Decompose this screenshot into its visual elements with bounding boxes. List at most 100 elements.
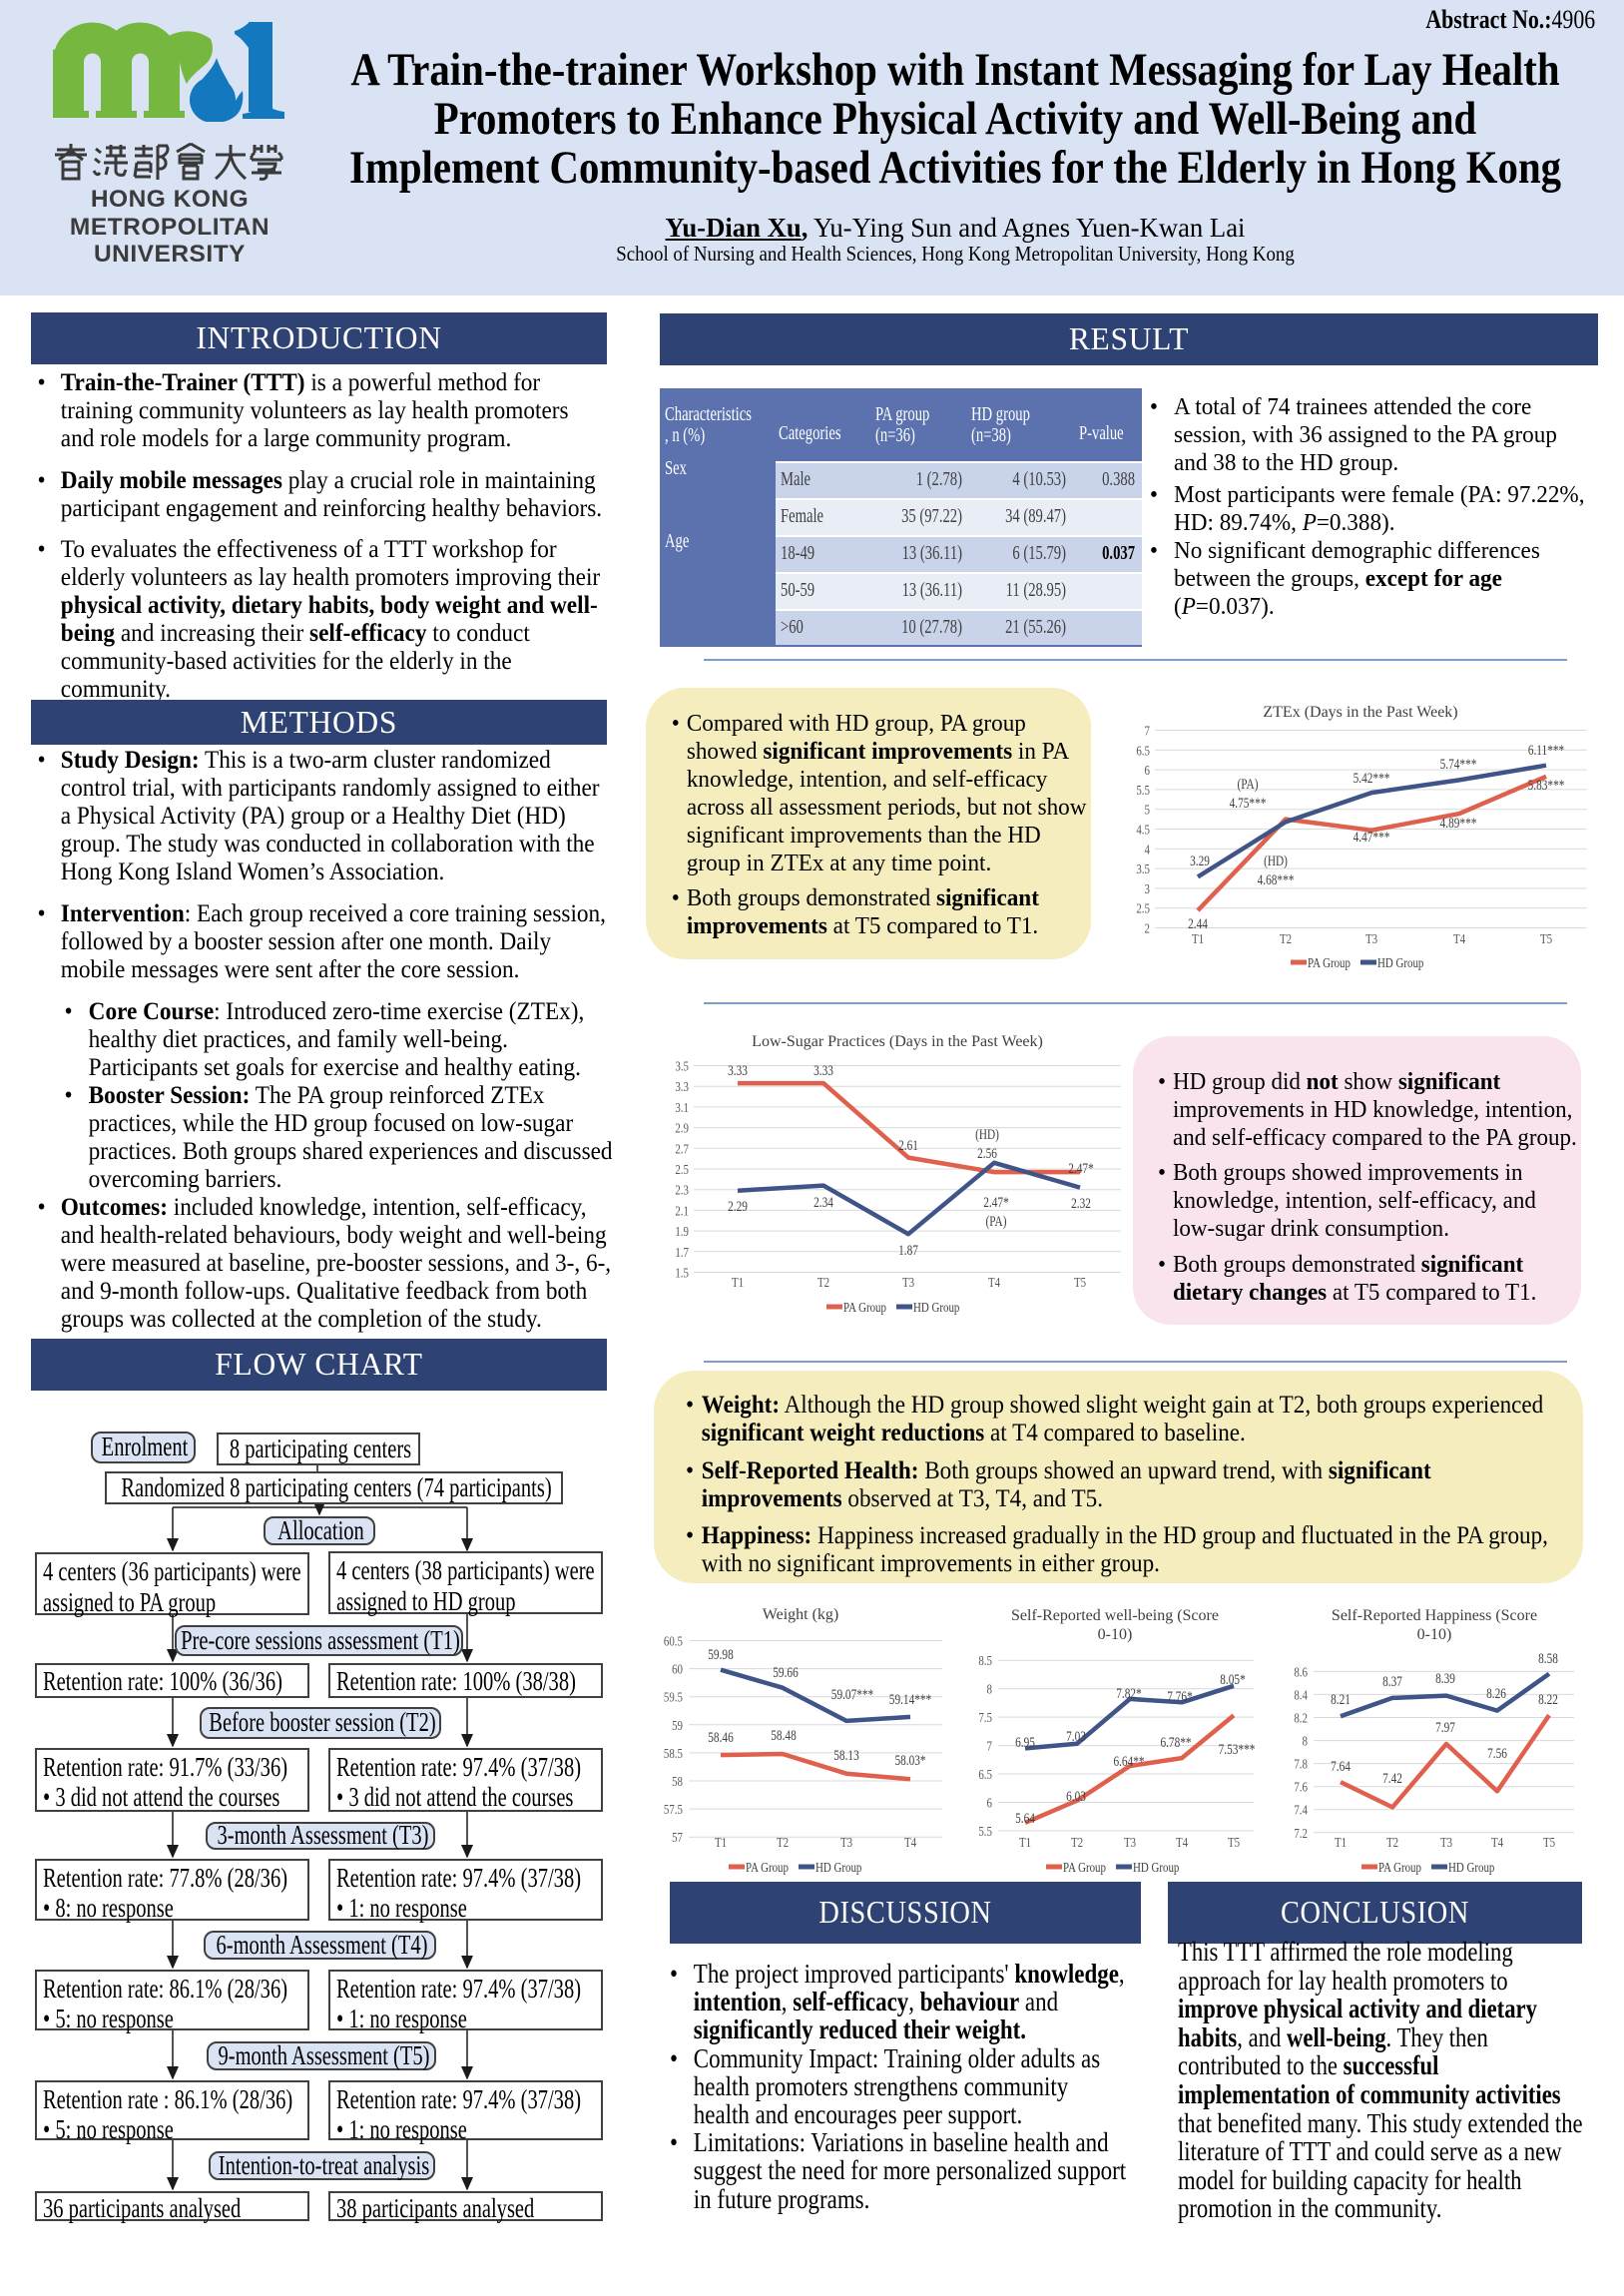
svg-text:PA Group: PA Group	[1308, 955, 1351, 971]
svg-text:PA Group: PA Group	[1378, 1860, 1421, 1876]
svg-text:T1: T1	[732, 1275, 744, 1291]
svg-text:T4: T4	[1176, 1835, 1189, 1851]
svg-text:2.29: 2.29	[728, 1198, 748, 1215]
svg-text:59: 59	[672, 1718, 683, 1734]
svg-text:7.6: 7.6	[1294, 1779, 1308, 1795]
svg-text:T2: T2	[817, 1275, 829, 1291]
svg-text:1.7: 1.7	[675, 1245, 689, 1261]
svg-text:58: 58	[672, 1774, 683, 1790]
svg-text:PA Group: PA Group	[1063, 1860, 1106, 1876]
svg-text:1.9: 1.9	[675, 1224, 689, 1240]
svg-text:2.61: 2.61	[898, 1137, 918, 1154]
svg-text:T2: T2	[1280, 931, 1292, 947]
svg-text:8.4: 8.4	[1294, 1687, 1308, 1703]
svg-text:0-10): 0-10)	[1417, 1626, 1452, 1643]
svg-text:60.5: 60.5	[664, 1633, 683, 1649]
svg-text:8.22: 8.22	[1538, 1691, 1558, 1708]
svg-text:7.8: 7.8	[1294, 1756, 1308, 1772]
svg-text:58.48: 58.48	[771, 1727, 796, 1744]
svg-text:6.78**: 6.78**	[1160, 1734, 1191, 1751]
svg-text:T4: T4	[1453, 931, 1466, 947]
svg-text:T5: T5	[1543, 1835, 1555, 1851]
svg-text:58.13: 58.13	[833, 1747, 858, 1764]
svg-text:7.76*: 7.76*	[1167, 1688, 1192, 1705]
svg-text:3: 3	[1145, 881, 1150, 897]
svg-text:7.97: 7.97	[1435, 1719, 1455, 1736]
svg-text:T4: T4	[1491, 1835, 1504, 1851]
svg-text:(PA): (PA)	[986, 1213, 1007, 1230]
svg-text:0-10): 0-10)	[1098, 1626, 1133, 1643]
svg-text:T2: T2	[1386, 1835, 1398, 1851]
svg-text:6.95: 6.95	[1015, 1734, 1035, 1751]
svg-text:5.74***: 5.74***	[1440, 756, 1477, 773]
svg-text:3.5: 3.5	[675, 1058, 689, 1074]
svg-text:57.5: 57.5	[664, 1802, 683, 1818]
svg-text:2.5: 2.5	[675, 1162, 689, 1178]
svg-text:T3: T3	[1440, 1835, 1452, 1851]
svg-text:6.5: 6.5	[978, 1767, 992, 1783]
svg-text:8.2: 8.2	[1294, 1710, 1308, 1726]
svg-text:T3: T3	[902, 1275, 914, 1291]
svg-text:5.64: 5.64	[1015, 1810, 1035, 1827]
svg-text:5.5: 5.5	[1136, 783, 1150, 799]
svg-text:4: 4	[1145, 842, 1151, 858]
svg-text:60: 60	[672, 1661, 683, 1677]
svg-text:T2: T2	[777, 1835, 789, 1851]
svg-text:6.5: 6.5	[1136, 743, 1150, 759]
svg-text:2.32: 2.32	[1071, 1195, 1091, 1212]
svg-text:7: 7	[987, 1738, 992, 1754]
svg-text:7.2: 7.2	[1294, 1826, 1308, 1842]
svg-text:8: 8	[1303, 1733, 1308, 1749]
svg-text:6.03: 6.03	[1066, 1788, 1086, 1805]
svg-text:58.46: 58.46	[708, 1729, 734, 1746]
svg-text:3.1: 3.1	[675, 1100, 689, 1116]
svg-text:7.53***: 7.53***	[1219, 1741, 1256, 1758]
svg-text:(PA): (PA)	[1238, 776, 1259, 793]
svg-text:4.89***: 4.89***	[1440, 815, 1477, 832]
svg-text:5.5: 5.5	[978, 1824, 992, 1840]
svg-text:ZTEx (Days in the Past Week): ZTEx (Days in the Past Week)	[1263, 704, 1457, 721]
svg-text:3.5: 3.5	[1136, 861, 1150, 877]
svg-text:HD Group: HD Group	[1448, 1860, 1494, 1876]
svg-text:T4: T4	[904, 1835, 917, 1851]
svg-text:57: 57	[672, 1830, 683, 1846]
svg-text:8.6: 8.6	[1294, 1664, 1308, 1680]
svg-text:T5: T5	[1228, 1835, 1240, 1851]
svg-text:4.5: 4.5	[1136, 822, 1150, 838]
svg-text:8.37: 8.37	[1382, 1673, 1402, 1690]
svg-text:6: 6	[1145, 763, 1150, 779]
svg-text:7.5: 7.5	[978, 1710, 992, 1726]
svg-text:8.39: 8.39	[1435, 1670, 1455, 1687]
svg-text:Self-Reported Happiness (Score: Self-Reported Happiness (Score	[1332, 1607, 1537, 1624]
svg-text:7.42: 7.42	[1382, 1770, 1402, 1787]
svg-text:6.64**: 6.64**	[1113, 1753, 1144, 1770]
svg-text:T1: T1	[1335, 1835, 1347, 1851]
svg-text:T1: T1	[1192, 931, 1204, 947]
svg-text:5: 5	[1145, 802, 1150, 818]
svg-text:3.3: 3.3	[675, 1079, 689, 1095]
svg-text:HD Group: HD Group	[913, 1300, 959, 1316]
svg-text:2.7: 2.7	[675, 1141, 689, 1157]
svg-text:59.66: 59.66	[773, 1664, 799, 1681]
svg-text:1.87: 1.87	[898, 1242, 918, 1259]
svg-text:7.64: 7.64	[1331, 1758, 1351, 1775]
svg-text:58.03*: 58.03*	[894, 1752, 925, 1769]
svg-text:2: 2	[1145, 920, 1150, 936]
svg-text:8: 8	[987, 1681, 992, 1697]
svg-text:5.83***: 5.83***	[1528, 777, 1565, 794]
svg-text:3.33: 3.33	[813, 1062, 833, 1079]
svg-text:7: 7	[1145, 723, 1150, 739]
svg-text:HD Group: HD Group	[1133, 1860, 1179, 1876]
svg-text:59.98: 59.98	[708, 1646, 733, 1663]
svg-text:6.11***: 6.11***	[1528, 742, 1564, 759]
svg-text:4.47***: 4.47***	[1353, 829, 1390, 846]
svg-text:7.82*: 7.82*	[1116, 1685, 1141, 1702]
svg-text:T5: T5	[1540, 931, 1552, 947]
svg-text:59.14***: 59.14***	[889, 1691, 931, 1708]
svg-text:2.5: 2.5	[1136, 900, 1150, 916]
svg-text:4.68***: 4.68***	[1258, 871, 1295, 888]
svg-text:Low-Sugar Practices (Days in t: Low-Sugar Practices (Days in the Past We…	[752, 1033, 1043, 1050]
svg-text:PA Group: PA Group	[746, 1860, 789, 1876]
svg-text:3.33: 3.33	[728, 1062, 748, 1079]
svg-text:8.05*: 8.05*	[1220, 1671, 1245, 1688]
